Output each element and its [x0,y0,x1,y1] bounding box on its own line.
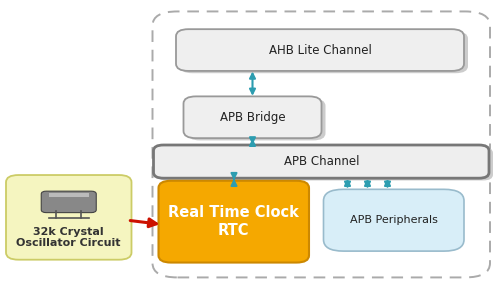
FancyBboxPatch shape [41,191,96,212]
Text: APB Bridge: APB Bridge [220,111,286,124]
Text: APB Channel: APB Channel [284,155,359,168]
FancyBboxPatch shape [154,145,489,178]
Text: 32k Crystal
Oscillator Circuit: 32k Crystal Oscillator Circuit [16,227,121,248]
FancyBboxPatch shape [176,29,464,71]
FancyBboxPatch shape [158,181,309,263]
FancyBboxPatch shape [324,189,464,251]
FancyBboxPatch shape [180,31,468,73]
Text: Real Time Clock
RTC: Real Time Clock RTC [168,205,299,238]
FancyBboxPatch shape [6,175,132,260]
FancyBboxPatch shape [158,147,493,180]
FancyBboxPatch shape [48,192,89,197]
FancyBboxPatch shape [184,96,322,138]
Text: AHB Lite Channel: AHB Lite Channel [268,43,372,57]
Text: APB Peripherals: APB Peripherals [350,215,438,225]
FancyBboxPatch shape [188,99,326,140]
